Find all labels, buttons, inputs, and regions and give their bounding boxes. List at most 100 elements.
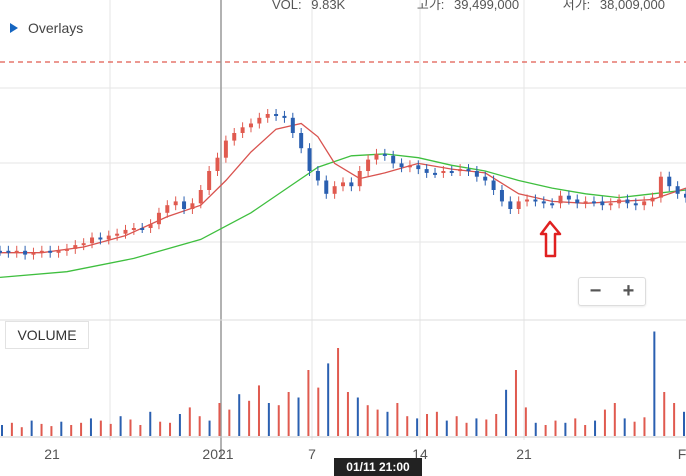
header-high-value: 39,499,000 bbox=[454, 0, 520, 12]
candle-body bbox=[591, 201, 596, 204]
volume-bar bbox=[613, 403, 616, 436]
volume-bar bbox=[287, 392, 290, 436]
candle-body bbox=[56, 250, 61, 253]
ma-short-line bbox=[0, 122, 686, 254]
volume-bar bbox=[683, 411, 685, 436]
candle-body bbox=[533, 199, 538, 202]
volume-bar bbox=[475, 418, 478, 436]
volume-bar bbox=[554, 420, 557, 436]
volume-bar bbox=[673, 403, 676, 436]
candle-body bbox=[0, 250, 2, 253]
volume-bar bbox=[485, 419, 488, 436]
candle-body bbox=[148, 224, 153, 228]
volume-bar bbox=[435, 411, 438, 436]
volume-bar bbox=[307, 370, 310, 436]
volume-bar bbox=[297, 397, 300, 436]
candle-body bbox=[541, 201, 546, 204]
candle-body bbox=[566, 195, 571, 200]
volume-bar bbox=[406, 416, 409, 436]
volume-bar bbox=[267, 403, 270, 436]
volume-bar bbox=[238, 394, 241, 436]
candle-body bbox=[106, 235, 111, 240]
volume-bar bbox=[80, 422, 83, 436]
volume-bar bbox=[337, 348, 340, 436]
volume-bar bbox=[40, 423, 43, 436]
volume-bar bbox=[1, 425, 3, 436]
candle-body bbox=[525, 199, 530, 202]
candle-body bbox=[48, 250, 53, 253]
candle-body bbox=[31, 252, 36, 255]
candle-body bbox=[449, 171, 454, 173]
volume-bar bbox=[169, 422, 172, 436]
volume-bar bbox=[396, 403, 399, 436]
header-low-label: 저가: bbox=[562, 0, 591, 12]
volume-bar bbox=[159, 421, 162, 436]
candle-body bbox=[315, 171, 320, 181]
candle-body bbox=[223, 140, 228, 158]
candle-body bbox=[307, 148, 312, 171]
volume-bar bbox=[603, 409, 606, 436]
candle-body bbox=[374, 153, 379, 160]
candle-body bbox=[349, 182, 354, 187]
ohlc-header: VOL: 9.83K 고가: 39,499,000 저가: 38,009,000 bbox=[272, 0, 671, 13]
volume-bar bbox=[416, 418, 419, 436]
candle-body bbox=[64, 248, 69, 251]
zoom-out-button[interactable]: − bbox=[589, 280, 602, 302]
triangle-right-icon bbox=[10, 23, 18, 33]
candle-body bbox=[499, 190, 504, 202]
volume-bar bbox=[594, 420, 597, 436]
volume-bar bbox=[198, 416, 201, 436]
header-low-value: 38,009,000 bbox=[599, 0, 665, 12]
candle-body bbox=[675, 186, 680, 194]
volume-bar bbox=[257, 385, 260, 436]
volume-bar bbox=[505, 389, 508, 436]
candle-body bbox=[625, 199, 630, 204]
candle-body bbox=[508, 201, 513, 209]
candle-body bbox=[617, 199, 622, 204]
candle-body bbox=[575, 199, 580, 204]
volume-bar bbox=[366, 405, 369, 436]
candle-body bbox=[332, 186, 337, 194]
volume-bar bbox=[317, 387, 320, 436]
volume-bar bbox=[544, 425, 547, 436]
candle-body bbox=[466, 169, 471, 172]
x-tick-label: 2021 bbox=[202, 446, 234, 462]
volume-bar bbox=[70, 425, 73, 436]
candle-body bbox=[633, 203, 638, 206]
candle-body bbox=[290, 117, 295, 133]
candle-body bbox=[198, 190, 203, 204]
volume-label[interactable]: VOLUME bbox=[5, 321, 89, 349]
candle-body bbox=[23, 250, 28, 255]
candle-body bbox=[550, 203, 555, 206]
volume-bar bbox=[188, 407, 191, 436]
candle-body bbox=[608, 203, 613, 206]
x-tick-label: 21 bbox=[44, 446, 60, 462]
candle-body bbox=[207, 171, 212, 190]
candle-body bbox=[248, 123, 253, 128]
candle-body bbox=[324, 180, 329, 194]
volume-bar bbox=[663, 392, 666, 436]
candle-body bbox=[483, 176, 488, 181]
volume-bar bbox=[228, 409, 231, 436]
volume-bar bbox=[574, 418, 577, 436]
candle-body bbox=[667, 176, 672, 187]
volume-bar bbox=[327, 363, 330, 436]
volume-bar bbox=[386, 411, 389, 436]
candle-body bbox=[658, 176, 663, 198]
candle-body bbox=[399, 163, 404, 168]
candle-body bbox=[274, 114, 279, 116]
candle-body bbox=[131, 228, 136, 230]
volume-bar bbox=[455, 416, 458, 436]
candle-body bbox=[115, 233, 120, 236]
volume-bar bbox=[426, 414, 429, 436]
candle-body bbox=[123, 229, 128, 234]
candle-body bbox=[98, 237, 103, 240]
candle-body bbox=[516, 201, 521, 209]
volume-bar bbox=[89, 418, 92, 436]
overlays-toggle[interactable]: Overlays bbox=[10, 18, 83, 38]
zoom-in-button[interactable]: + bbox=[622, 280, 635, 302]
candle-body bbox=[558, 195, 563, 204]
candle-body bbox=[341, 182, 345, 187]
volume-bar bbox=[10, 422, 13, 436]
